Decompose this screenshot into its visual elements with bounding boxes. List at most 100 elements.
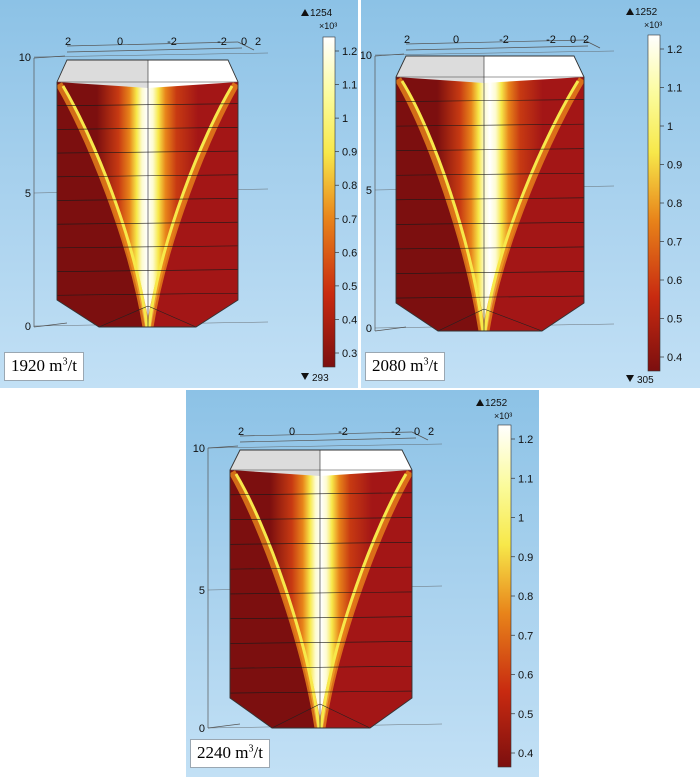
colorbar-max-marker: 1252: [476, 398, 508, 409]
colorbar: 1.2 1.1 1 0.9 0.8 0.7 0.6 0.5 0.4 1252 ×10³ 305: [626, 7, 682, 386]
case-label: 1920 m3/t: [4, 352, 84, 381]
top-cap-right: [484, 56, 584, 83]
axis-tick-label: 10: [19, 52, 31, 64]
colorbar-tick-label: 0.3: [342, 348, 357, 360]
mesh-line: [230, 690, 412, 694]
colorbar-multiplier: ×10³: [494, 411, 512, 421]
mesh-line: [57, 269, 238, 272]
axis-tick-label: 5: [366, 185, 372, 197]
axis-tick-label: 5: [25, 188, 31, 200]
axis-tick-label: 2: [255, 36, 261, 48]
cool-zone-right: [151, 88, 238, 327]
temperature-plot-2080: 2 0 -2 -2 0 2 10 5 0 1.2 1.1 1 0.9 0.8 0.7 0.6 0.5 0.4 125…: [361, 0, 700, 388]
mesh-line: [230, 616, 412, 619]
mesh-line: [57, 221, 238, 225]
cool-zone-left: [396, 83, 481, 331]
reactor-body: [229, 449, 413, 729]
colorbar-min-marker: 293: [301, 373, 329, 384]
axis-tick-label: 2: [65, 36, 71, 48]
colorbar-tick-label: 0.8: [667, 198, 682, 210]
axis-tick-label: -2: [546, 34, 556, 46]
colorbar-max-value: 1254: [310, 8, 333, 19]
mesh-line: [396, 172, 584, 176]
axis-tick-label: 0: [289, 426, 295, 438]
colorbar: 1.2 1.1 1 0.9 0.8 0.7 0.6 0.5 0.4 0.3 1254 ×10³ 293: [301, 8, 357, 384]
axis-tick-label: 0: [570, 34, 576, 46]
axis-tick-label: 0: [414, 426, 420, 438]
top-cap-right: [148, 60, 238, 88]
mesh-line: [57, 150, 238, 154]
mesh-line: [230, 641, 412, 644]
case-value: 2080: [372, 356, 406, 375]
colorbar-tick-label: 1.2: [342, 46, 357, 58]
colorbar-tick-label: 0.4: [518, 748, 533, 760]
colorbar-multiplier: ×10³: [644, 20, 662, 30]
colorbar-max-value: 1252: [485, 398, 508, 409]
mesh-line: [230, 591, 412, 595]
colorbar-max-marker: 1252: [626, 7, 658, 18]
3d-temperature-field: 2 0 -2 -2 0 210501.21.110.90.80.70.60.50.4125…: [193, 398, 533, 768]
colorbar-tick-label: 0.9: [518, 552, 533, 564]
colorbar-tick-label: 1: [518, 513, 524, 525]
colorbar-min-value: 293: [312, 373, 329, 384]
case-unit: m3/t: [235, 743, 263, 762]
mesh-line: [396, 295, 584, 299]
axis-tick-label: 0: [117, 36, 123, 48]
mesh-line: [230, 492, 412, 496]
top-cap-left: [57, 60, 148, 88]
cool-zone-left: [230, 476, 317, 728]
colorbar: 1.2 1.1 1 0.9 0.8 0.7 0.6 0.5 0.4 1252 ×10³: [476, 398, 533, 768]
mesh-line: [230, 517, 412, 520]
case-value: 2240: [197, 743, 231, 762]
mesh-line: [230, 542, 412, 545]
axis-tick-label: 0: [366, 323, 372, 335]
mesh-line: [396, 271, 584, 274]
top-cap-right: [320, 450, 412, 476]
colorbar-tick-label: 0.5: [518, 709, 533, 721]
axis-tick-label: 10: [193, 443, 205, 455]
mesh-line: [230, 665, 412, 669]
case-unit: m3/t: [49, 356, 77, 375]
colorbar-tick-label: 0.7: [518, 630, 533, 642]
axis-tick-label: 0: [241, 36, 247, 48]
colorbar-tick-label: 0.5: [667, 314, 682, 326]
colorbar-tick-label: 0.7: [342, 214, 357, 226]
colorbar-min-marker: 305: [626, 375, 654, 386]
cool-zone-right: [323, 476, 412, 728]
top-cap-left: [230, 450, 320, 476]
temperature-plot-2240: 2 0 -2 -2 0 2 10 5 0 1.2 1.1 1 0.9 0.8 0.7 0.6 0.5 0.4 125…: [186, 390, 539, 777]
axis-tick-label: 2: [428, 426, 434, 438]
mesh-line: [396, 246, 584, 250]
3d-temperature-field: 2 0 -2 -2 0 210501.21.110.90.80.70.60.50.40.3…: [19, 8, 358, 384]
axis-tick-label: 2: [583, 34, 589, 46]
colorbar-tick-label: 0.9: [342, 147, 357, 159]
case-label: 2080 m3/t: [365, 352, 445, 381]
mesh-line: [57, 174, 238, 178]
case-value: 1920: [11, 356, 45, 375]
mesh-line: [396, 222, 584, 225]
axis-tick-label: -2: [499, 34, 509, 46]
colorbar-tick-label: 1.2: [518, 434, 533, 446]
mesh-line: [396, 197, 584, 201]
colorbar-tick-label: 1.1: [342, 80, 357, 92]
colorbar-tick-label: 0.4: [342, 314, 357, 326]
cool-zone-right: [487, 83, 584, 331]
colorbar-tick-label: 0.9: [667, 160, 682, 172]
colorbar-tick-label: 0.6: [667, 275, 682, 287]
colorbar-max-marker: 1254: [301, 8, 333, 19]
colorbar-tick-label: 1.2: [667, 44, 682, 56]
cool-zone-left: [57, 88, 145, 327]
colorbar-tick-label: 0.6: [518, 670, 533, 682]
axis-tick-label: 2: [404, 34, 410, 46]
axis-tick-label: -2: [391, 426, 401, 438]
axis-tick-label: 0: [25, 321, 31, 333]
reactor-body: [56, 59, 239, 328]
colorbar-tick-label: 0.8: [342, 180, 357, 192]
axis-tick-label: 0: [453, 34, 459, 46]
colorbar-tick-label: 1: [667, 121, 673, 133]
colorbar-tick-label: 0.4: [667, 352, 682, 364]
mesh-line: [57, 127, 238, 130]
axis-tick-label: 5: [199, 585, 205, 597]
colorbar-tick-label: 1: [342, 113, 348, 125]
axis-tick-label: -2: [217, 36, 227, 48]
